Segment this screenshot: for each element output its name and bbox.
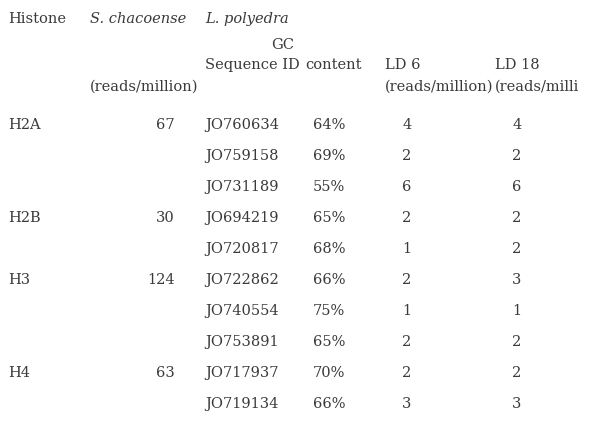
- Text: 69%: 69%: [313, 149, 345, 163]
- Text: H4: H4: [8, 366, 30, 380]
- Text: 4: 4: [513, 118, 522, 132]
- Text: 3: 3: [512, 273, 522, 287]
- Text: 2: 2: [403, 273, 412, 287]
- Text: Histone: Histone: [8, 12, 66, 26]
- Text: JO760634: JO760634: [205, 118, 279, 132]
- Text: 2: 2: [403, 366, 412, 380]
- Text: 2: 2: [513, 242, 522, 256]
- Text: 2: 2: [513, 366, 522, 380]
- Text: GC: GC: [271, 38, 294, 52]
- Text: 70%: 70%: [313, 366, 345, 380]
- Text: L. polyedra: L. polyedra: [205, 12, 289, 26]
- Text: JO719134: JO719134: [205, 397, 279, 411]
- Text: content: content: [305, 58, 362, 72]
- Text: 66%: 66%: [312, 273, 345, 287]
- Text: H2A: H2A: [8, 118, 40, 132]
- Text: (reads/million): (reads/million): [90, 80, 199, 94]
- Text: 2: 2: [403, 211, 412, 225]
- Text: H3: H3: [8, 273, 30, 287]
- Text: 68%: 68%: [312, 242, 345, 256]
- Text: LD 18: LD 18: [495, 58, 540, 72]
- Text: 65%: 65%: [313, 335, 345, 349]
- Text: 6: 6: [402, 180, 412, 194]
- Text: 2: 2: [513, 149, 522, 163]
- Text: 67: 67: [156, 118, 175, 132]
- Text: 4: 4: [403, 118, 412, 132]
- Text: 2: 2: [403, 335, 412, 349]
- Text: 65%: 65%: [313, 211, 345, 225]
- Text: JO740554: JO740554: [205, 304, 279, 318]
- Text: 124: 124: [147, 273, 175, 287]
- Text: 1: 1: [513, 304, 522, 318]
- Text: LD 6: LD 6: [385, 58, 420, 72]
- Text: S. chacoense: S. chacoense: [90, 12, 186, 26]
- Text: 75%: 75%: [313, 304, 345, 318]
- Text: JO722862: JO722862: [205, 273, 279, 287]
- Text: JO694219: JO694219: [205, 211, 279, 225]
- Text: JO759158: JO759158: [205, 149, 279, 163]
- Text: 63: 63: [156, 366, 175, 380]
- Text: Sequence ID: Sequence ID: [205, 58, 300, 72]
- Text: JO720817: JO720817: [205, 242, 279, 256]
- Text: 66%: 66%: [312, 397, 345, 411]
- Text: 6: 6: [512, 180, 522, 194]
- Text: 2: 2: [403, 149, 412, 163]
- Text: 3: 3: [402, 397, 412, 411]
- Text: 2: 2: [513, 335, 522, 349]
- Text: (reads/million): (reads/million): [385, 80, 494, 94]
- Text: 1: 1: [403, 242, 412, 256]
- Text: (reads/milli: (reads/milli: [495, 80, 579, 94]
- Text: JO717937: JO717937: [205, 366, 279, 380]
- Text: H2B: H2B: [8, 211, 40, 225]
- Text: 3: 3: [512, 397, 522, 411]
- Text: 1: 1: [403, 304, 412, 318]
- Text: JO753891: JO753891: [205, 335, 279, 349]
- Text: JO731189: JO731189: [205, 180, 279, 194]
- Text: 55%: 55%: [313, 180, 345, 194]
- Text: 2: 2: [513, 211, 522, 225]
- Text: 30: 30: [156, 211, 175, 225]
- Text: 64%: 64%: [313, 118, 345, 132]
